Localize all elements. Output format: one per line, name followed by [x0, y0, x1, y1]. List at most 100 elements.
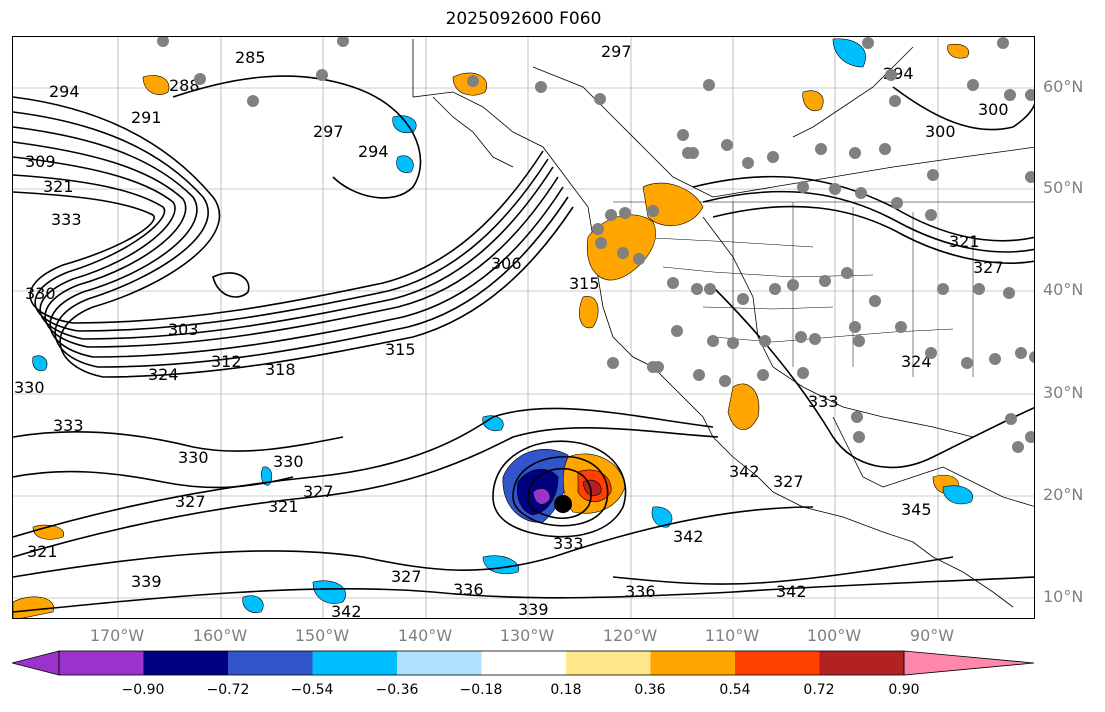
station-dot [769, 283, 781, 295]
colorbar-tick-label: −0.36 [375, 682, 419, 698]
station-dot [797, 367, 809, 379]
contour-label: 300 [978, 100, 1009, 119]
contour-label: 285 [235, 48, 266, 67]
station-dot [535, 81, 547, 93]
weather-map-svg: 285 297 291 288 294 297 294 309 321 333 … [13, 37, 1034, 619]
station-dot [967, 79, 979, 91]
lat-label: 20°N [1043, 485, 1084, 504]
contour-label: 321 [43, 177, 74, 196]
contour-label: 321 [949, 232, 980, 251]
station-dot [797, 181, 809, 193]
contour-label: 342 [776, 582, 807, 601]
contour-label: 297 [313, 122, 344, 141]
station-dot [592, 223, 604, 235]
colorbar-tick-label: −0.18 [459, 682, 503, 698]
colorbar-segment [566, 651, 651, 675]
station-dot [704, 283, 716, 295]
contour-label: 342 [673, 527, 704, 546]
station-dot [707, 335, 719, 347]
contour-label: 324 [148, 365, 179, 384]
station-dot [595, 237, 607, 249]
station-dot [759, 335, 771, 347]
station-dot [633, 253, 645, 265]
contour-label: 324 [901, 352, 932, 371]
contour-label: 294 [49, 82, 80, 101]
colorbar-segment [143, 651, 229, 675]
lon-label: 110°W [704, 626, 760, 645]
colorbar-tick-label: 0.54 [719, 682, 751, 698]
station-dot [703, 79, 715, 91]
contour-label: 333 [808, 392, 839, 411]
contour-label: 342 [331, 602, 362, 619]
state-borders [613, 201, 1034, 377]
station-dot [885, 69, 897, 81]
contour-label: 306 [491, 254, 522, 273]
lat-label: 40°N [1043, 280, 1084, 299]
station-dot [1004, 89, 1016, 101]
station-dot [617, 247, 629, 259]
contour-label: 327 [303, 482, 334, 501]
colorbar-arrow-right [903, 650, 1035, 676]
station-dot [961, 357, 973, 369]
lon-label: 130°W [499, 626, 555, 645]
colorbar-tick-label: 0.18 [550, 682, 582, 698]
contour-label: 327 [773, 472, 804, 491]
colorbar-tick-label: −0.72 [206, 682, 250, 698]
station-dot [819, 275, 831, 287]
station-dot [815, 143, 827, 155]
colorbar [12, 650, 1035, 676]
contour-label: 291 [131, 108, 162, 127]
station-dot [1025, 171, 1034, 183]
station-dot [1012, 441, 1024, 453]
station-dot [809, 333, 821, 345]
station-dot [989, 353, 1001, 365]
station-dot [895, 321, 907, 333]
station-dot [849, 147, 861, 159]
station-dot [862, 37, 874, 49]
station-dot [719, 375, 731, 387]
contour-label: 336 [453, 580, 484, 599]
colorbar-segment [481, 651, 567, 675]
colorbar-segment [650, 651, 736, 675]
station-dot [677, 129, 689, 141]
map-title: 2025092600 F060 [445, 9, 602, 29]
colorbar-tick-label: 0.36 [634, 682, 666, 698]
station-dot [891, 197, 903, 209]
station-dot [1025, 89, 1034, 101]
weather-map-panel: 285 297 291 288 294 297 294 309 321 333 … [12, 36, 1035, 619]
lon-label: 100°W [806, 626, 862, 645]
colorbar-tick-label: 0.90 [888, 682, 920, 698]
contour-label: 315 [569, 274, 600, 293]
station-dot [851, 411, 863, 423]
lon-label: 160°W [192, 626, 248, 645]
contour-label: 318 [265, 360, 296, 379]
contour-label: 333 [53, 416, 84, 435]
contour-label: 327 [391, 567, 422, 586]
station-dot [316, 69, 328, 81]
lon-label: 120°W [602, 626, 658, 645]
contour-label: 321 [268, 497, 299, 516]
station-dot [1005, 413, 1017, 425]
lon-label: 90°W [909, 626, 955, 645]
contour-lines [13, 75, 1034, 613]
station-dot [925, 347, 937, 359]
station-dot [787, 279, 799, 291]
station-dot [997, 37, 1009, 49]
station-dot [691, 283, 703, 295]
colorbar-segment [735, 651, 820, 675]
lon-label: 140°W [397, 626, 453, 645]
colorbar-segment [819, 651, 905, 675]
contour-label: 330 [273, 452, 304, 471]
station-dot [157, 37, 169, 47]
station-dot [194, 73, 206, 85]
station-dot [853, 335, 865, 347]
contour-label: 321 [27, 542, 58, 561]
station-dot [467, 75, 479, 87]
contour-label: 294 [358, 142, 389, 161]
station-dot [925, 209, 937, 221]
station-dot [687, 147, 699, 159]
station-dot [594, 93, 606, 105]
station-dot [337, 37, 349, 47]
contour-label: 330 [178, 448, 209, 467]
contour-label: 333 [51, 210, 82, 229]
